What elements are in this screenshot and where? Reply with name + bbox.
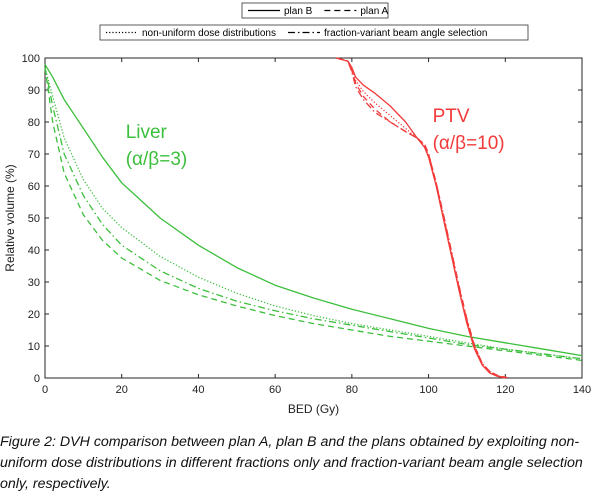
liver-dashdot-curve bbox=[44, 67, 583, 360]
plot-axes: 0 20 40 60 80 100 120 140 0 10 20 30 40 50 60 70 80 90 100… bbox=[3, 53, 591, 416]
annotation-layer: Liver (α/β=3) PTV (α/β=10) bbox=[126, 106, 505, 170]
x-axis-title: BED (Gy) bbox=[288, 402, 339, 416]
x-tick-label: 60 bbox=[269, 384, 281, 396]
y-axis-title: Relative volume (%) bbox=[3, 164, 17, 271]
x-tick-label: 140 bbox=[573, 384, 591, 396]
y-tick-label: 0 bbox=[34, 373, 40, 385]
y-tick-label: 50 bbox=[28, 213, 40, 225]
y-tick-label: 100 bbox=[22, 53, 40, 65]
legend: plan B plan A non-uniform dose distributio… bbox=[99, 2, 529, 41]
legend-label: non-uniform dose distributions bbox=[142, 28, 276, 39]
y-tick-label: 90 bbox=[28, 85, 40, 97]
x-tick-label: 120 bbox=[496, 384, 514, 396]
x-tick-label: 100 bbox=[419, 384, 437, 396]
liver-solid-curve bbox=[44, 64, 583, 357]
plot-frame bbox=[44, 57, 583, 379]
annotation-label: (α/β=3) bbox=[126, 149, 188, 170]
y-tick-label: 20 bbox=[28, 309, 40, 321]
x-tick-label: 0 bbox=[42, 384, 48, 396]
legend-label: plan B bbox=[284, 6, 313, 17]
y-tick-label: 10 bbox=[28, 341, 40, 353]
legend-label: fraction-variant beam angle selection bbox=[324, 28, 487, 39]
ptv-dotted-curve bbox=[336, 57, 506, 379]
liver-dotted-curve bbox=[44, 67, 583, 360]
figure-caption: Figure 2: DVH comparison between plan A,… bbox=[0, 434, 583, 492]
annotation-label: PTV bbox=[433, 106, 470, 127]
x-tick-label: 40 bbox=[192, 384, 204, 396]
y-tick-label: 40 bbox=[28, 245, 40, 257]
series-layer bbox=[44, 57, 583, 379]
y-tick-label: 60 bbox=[28, 181, 40, 193]
y-tick-label: 80 bbox=[28, 117, 40, 129]
legend-box bbox=[99, 24, 529, 41]
y-tick-label: 30 bbox=[28, 277, 40, 289]
legend-box bbox=[241, 2, 389, 19]
liver-dashed-curve bbox=[44, 67, 583, 362]
annotation-label: (α/β=10) bbox=[433, 133, 505, 154]
x-tick-label: 80 bbox=[346, 384, 358, 396]
y-tick-label: 70 bbox=[28, 149, 40, 161]
ptv-solid-curve bbox=[336, 57, 506, 379]
ptv-dashed-curve bbox=[336, 57, 510, 379]
x-tick-label: 20 bbox=[116, 384, 128, 396]
ptv-dashdot-curve bbox=[336, 57, 506, 379]
legend-label: plan A bbox=[360, 6, 388, 17]
dvh-chart: plan B plan A non-uniform dose distributio… bbox=[3, 2, 591, 416]
annotation-label: Liver bbox=[126, 122, 168, 143]
